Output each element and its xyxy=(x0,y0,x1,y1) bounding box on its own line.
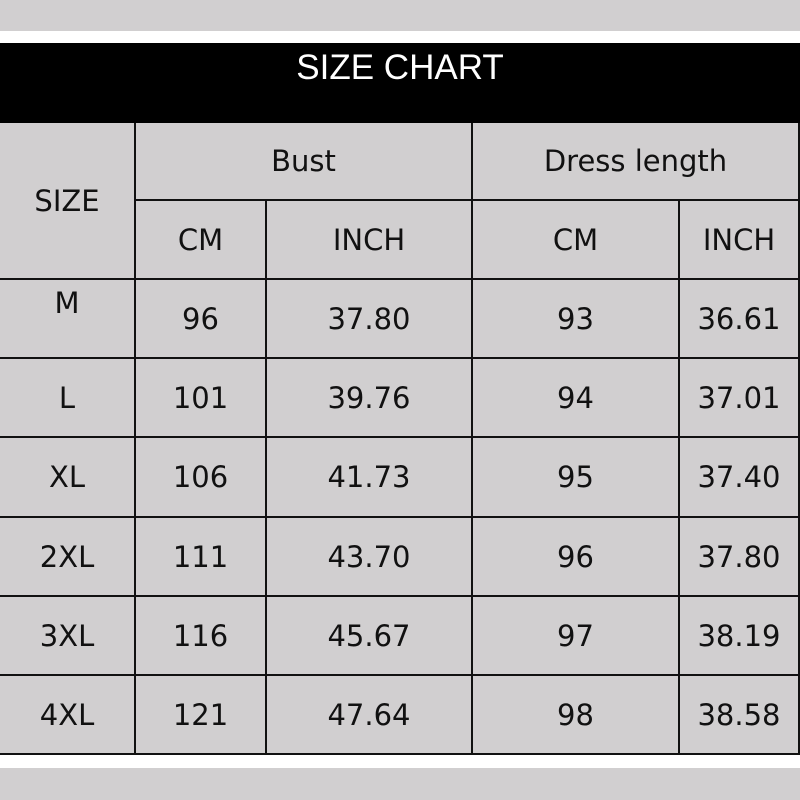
table-cell: 93 xyxy=(473,280,680,359)
table-cell: 37.80 xyxy=(680,518,800,597)
table-cell: 38.19 xyxy=(680,597,800,676)
table-cell: 95 xyxy=(473,438,680,518)
table-cell: 96 xyxy=(473,518,680,597)
table-cell: 37.01 xyxy=(680,359,800,438)
header-bust: Bust xyxy=(136,123,473,201)
table-cell: 106 xyxy=(136,438,267,518)
table-cell: 36.61 xyxy=(680,280,800,359)
header-bust-inch: INCH xyxy=(267,201,473,280)
table-cell: 94 xyxy=(473,359,680,438)
size-label: 4XL xyxy=(0,676,136,755)
table-cell: 111 xyxy=(136,518,267,597)
header-size: SIZE xyxy=(0,123,136,280)
size-label: M xyxy=(0,280,136,359)
table-cell: 43.70 xyxy=(267,518,473,597)
size-label: XL xyxy=(0,438,136,518)
table-cell: 38.58 xyxy=(680,676,800,755)
size-label: 3XL xyxy=(0,597,136,676)
table-cell: 96 xyxy=(136,280,267,359)
table-cell: 98 xyxy=(473,676,680,755)
table-cell: 101 xyxy=(136,359,267,438)
table-cell: 121 xyxy=(136,676,267,755)
table-cell: 41.73 xyxy=(267,438,473,518)
table-cell: 116 xyxy=(136,597,267,676)
table-cell: 45.67 xyxy=(267,597,473,676)
table-cell: 37.40 xyxy=(680,438,800,518)
table-cell: 39.76 xyxy=(267,359,473,438)
size-label: L xyxy=(0,359,136,438)
bottom-divider xyxy=(0,755,800,768)
table-cell: 97 xyxy=(473,597,680,676)
table-cell: 37.80 xyxy=(267,280,473,359)
header-length-inch: INCH xyxy=(680,201,800,280)
header-length-cm: CM xyxy=(473,201,680,280)
top-divider xyxy=(0,31,800,43)
header-dress-length: Dress length xyxy=(473,123,800,201)
table-cell: 47.64 xyxy=(267,676,473,755)
size-label: 2XL xyxy=(0,518,136,597)
header-bust-cm: CM xyxy=(136,201,267,280)
chart-title: SIZE CHART xyxy=(0,43,800,123)
